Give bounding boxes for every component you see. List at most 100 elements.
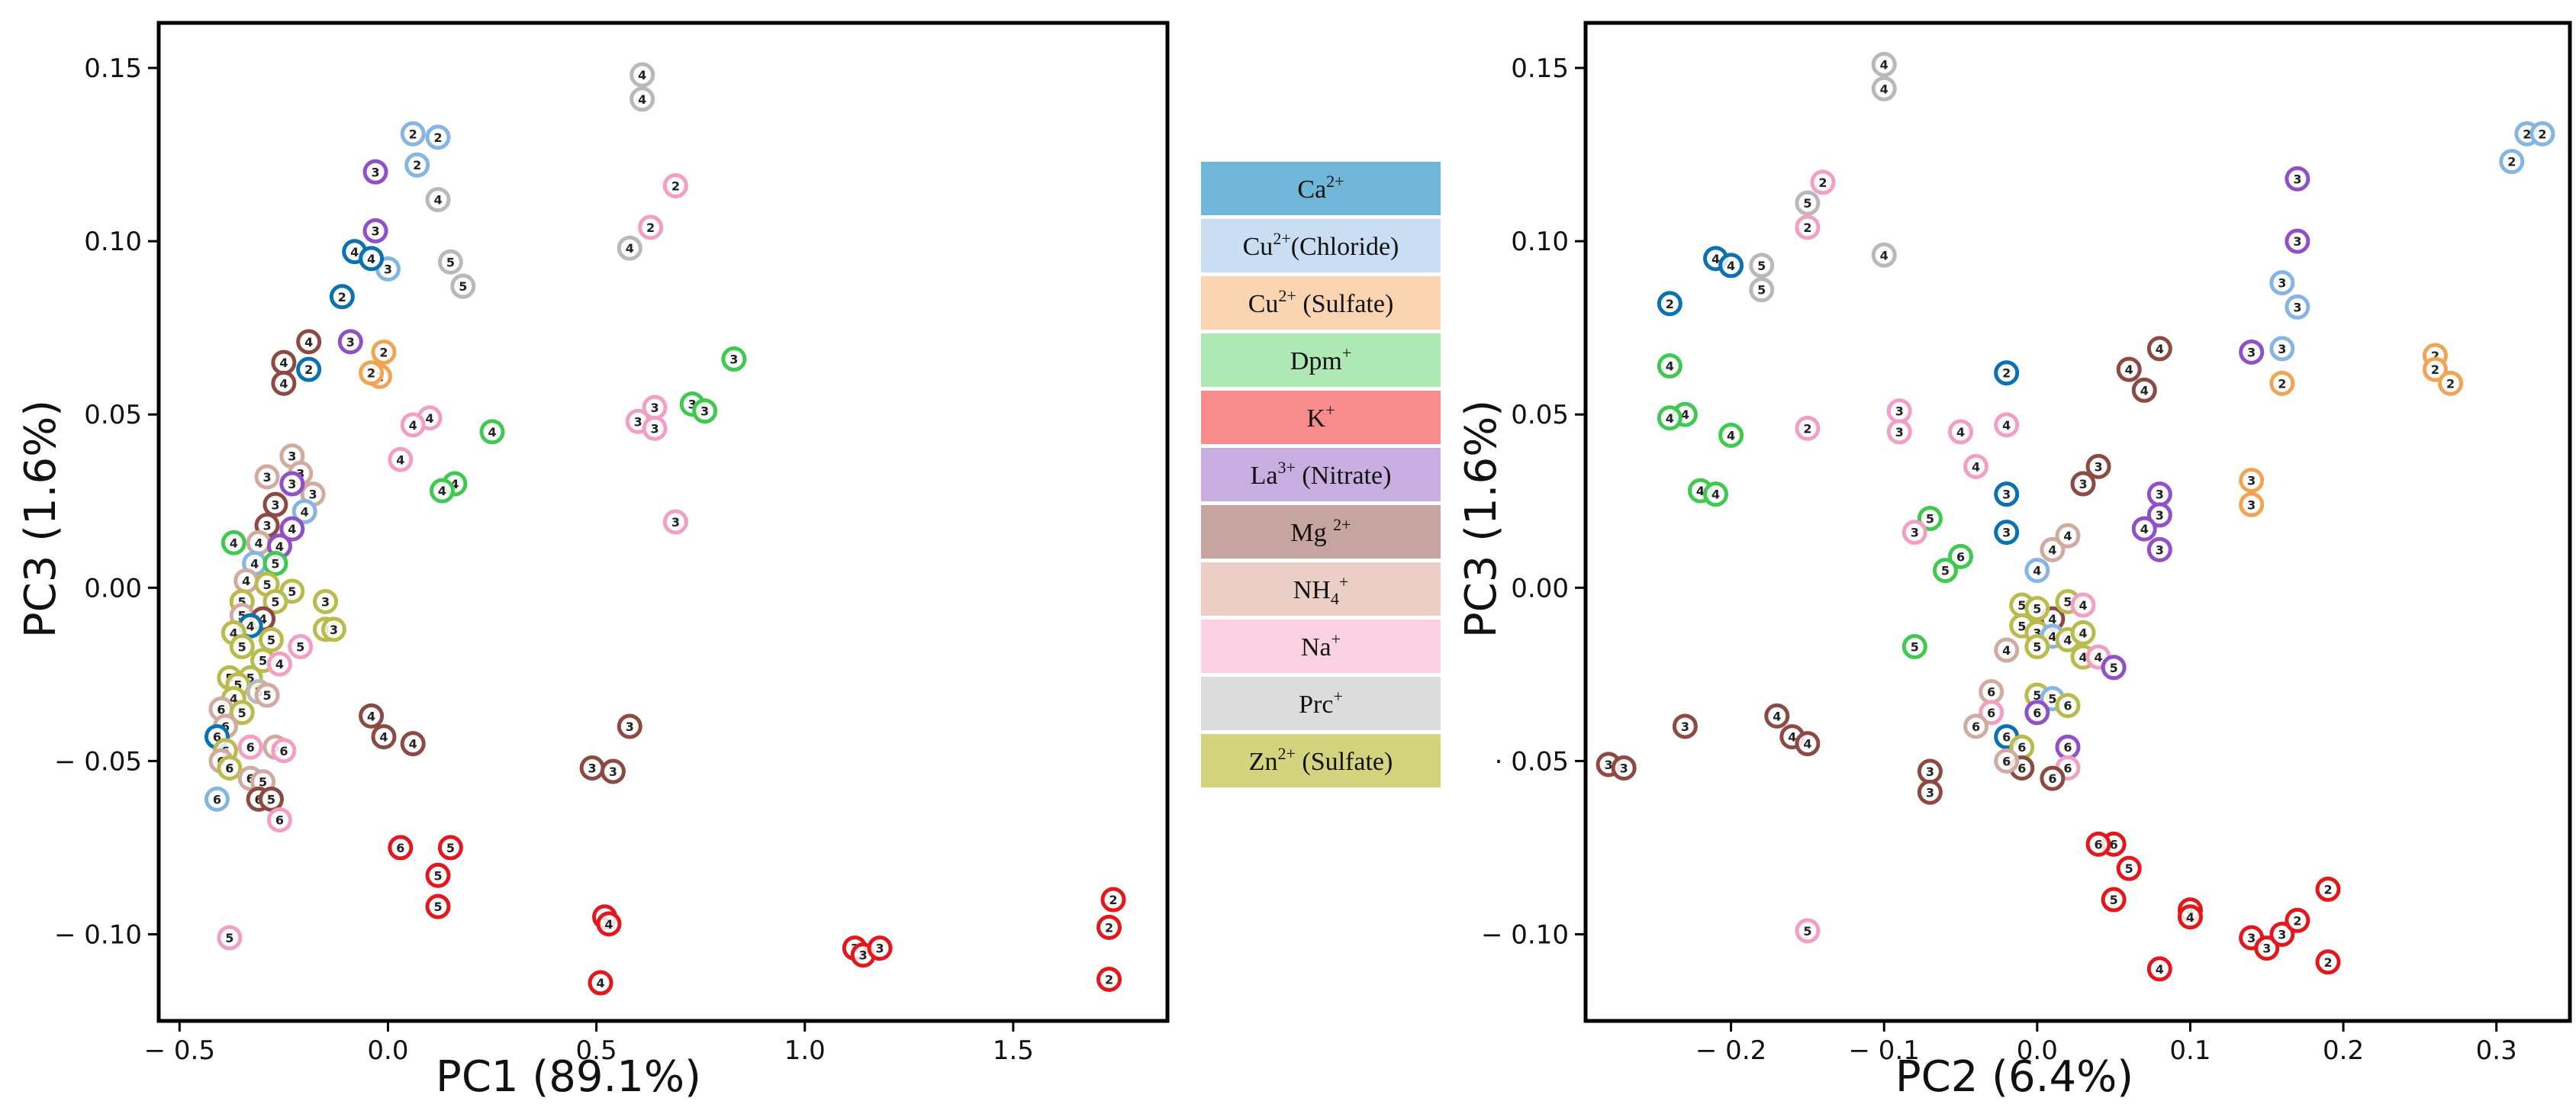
data-point-label: 4 — [409, 418, 417, 433]
data-point: 2 — [1795, 415, 1821, 441]
data-point-label: 2 — [2002, 366, 2011, 381]
data-point-label: 4 — [1711, 488, 1720, 502]
data-point-marker — [400, 731, 426, 757]
data-point: 3 — [642, 415, 668, 441]
data-point-label: 4 — [426, 411, 434, 426]
data-point: 3 — [1901, 520, 1927, 546]
data-point: 3 — [617, 713, 642, 739]
data-point-label: 6 — [2017, 740, 2026, 755]
data-point-label: 4 — [409, 737, 417, 752]
data-point: 3 — [579, 755, 605, 781]
data-point: 4 — [2146, 336, 2172, 362]
data-point-label: 4 — [2079, 650, 2087, 665]
data-point: 2 — [2315, 876, 2341, 902]
data-point: 2 — [2499, 149, 2525, 175]
data-point: 2 — [296, 356, 322, 382]
data-point-marker — [359, 246, 385, 272]
data-point-marker — [2146, 336, 2172, 362]
data-point-label: 5 — [238, 594, 246, 609]
data-point-label: 5 — [296, 640, 304, 655]
axis-ticks: − 0.2 − 0.1 0.0 0.1 0.2 0.3 − 0.10 · 0.05 0.00 0.… — [1481, 53, 2517, 1066]
y-axis-label: PC3 (1.6%) — [1457, 400, 1506, 638]
legend-swatch — [1201, 162, 1441, 215]
data-point-marker — [2131, 516, 2157, 542]
data-point: 5 — [258, 626, 284, 652]
y-tick-label: · 0.05 — [1495, 746, 1569, 777]
data-point-marker — [262, 588, 288, 614]
data-point-label: 5 — [433, 900, 442, 914]
data-point-label: 2 — [1109, 893, 1117, 907]
legend-label: Dpm+ — [1290, 343, 1351, 375]
data-point: 3 — [2085, 453, 2111, 479]
data-point-marker — [2177, 904, 2203, 930]
x-tick-label: 0.0 — [2017, 1035, 2058, 1066]
data-point-marker — [388, 835, 414, 861]
data-point: 3 — [313, 588, 339, 614]
data-point: 4 — [2040, 536, 2066, 562]
data-point-label: 4 — [350, 245, 359, 259]
data-point-marker — [1749, 277, 1775, 303]
data-point-label: 3 — [1926, 785, 1934, 800]
data-point-marker — [642, 415, 668, 441]
data-point: 3 — [320, 617, 346, 642]
y-tick-label: 0.00 — [84, 573, 142, 604]
data-point-marker — [429, 478, 455, 504]
data-point-label: 2 — [1666, 297, 1674, 311]
data-point-marker — [662, 509, 688, 535]
data-point-marker — [388, 446, 414, 472]
data-point: 4 — [2131, 377, 2157, 403]
data-point-label: 4 — [367, 252, 375, 266]
data-point-marker — [359, 703, 385, 729]
data-point-marker — [404, 152, 430, 178]
data-point: 2 — [2315, 949, 2341, 975]
legend-item: Ca2+ — [1201, 162, 1441, 215]
data-point-label: 5 — [1757, 283, 1766, 298]
legend-label: Ca2+ — [1297, 172, 1344, 204]
data-point-marker — [2269, 270, 2295, 296]
data-point-label: 6 — [2063, 740, 2072, 755]
data-point-label: 3 — [1911, 526, 1919, 540]
data-point-label: 4 — [1711, 252, 1720, 266]
data-point-label: 3 — [262, 519, 271, 533]
data-point: 4 — [1703, 481, 1729, 507]
data-point-label: 6 — [213, 730, 221, 745]
data-point: 5 — [2024, 596, 2050, 622]
data-point-marker — [400, 121, 426, 146]
data-point: 5 — [262, 588, 288, 614]
data-point-marker — [204, 786, 230, 812]
legend-label: NH4+ — [1293, 572, 1349, 608]
data-point: 5 — [425, 862, 451, 888]
data-point-label: 2 — [2323, 955, 2332, 970]
data-point-marker — [2239, 491, 2265, 517]
data-point: 6 — [1963, 713, 1989, 739]
data-point-marker — [425, 862, 451, 888]
y-tick-label: 0.15 — [84, 53, 142, 84]
data-point: 2 — [1994, 360, 2020, 386]
data-point-marker — [1994, 360, 2020, 386]
data-point-marker — [1994, 637, 2020, 663]
data-point: 4 — [400, 412, 426, 438]
data-point-label: 3 — [1605, 758, 1613, 772]
data-point: 3 — [2269, 921, 2295, 947]
data-point-marker — [692, 398, 718, 424]
data-point-label: 6 — [1972, 720, 1980, 734]
data-point-label: 5 — [2110, 893, 2118, 907]
data-point-label: 5 — [1926, 511, 1934, 526]
data-point-label: 4 — [242, 574, 250, 588]
data-point-label: 4 — [2048, 629, 2056, 644]
data-point: 3 — [1672, 713, 1698, 739]
data-point-label: 2 — [1803, 421, 1811, 436]
y-tick-label: 0.05 — [1511, 400, 1569, 430]
data-point: 3 — [2269, 336, 2295, 362]
data-point-label: 3 — [626, 720, 634, 734]
data-point-label: 4 — [275, 539, 284, 554]
data-point-label: 4 — [2079, 626, 2087, 640]
data-point-label: 5 — [2017, 598, 2026, 613]
data-point-label: 5 — [259, 775, 267, 790]
data-point-marker — [254, 464, 280, 490]
data-point-label: 3 — [2002, 526, 2011, 540]
data-point: 2 — [2438, 370, 2464, 396]
data-point: 3 — [2146, 502, 2172, 528]
data-point-label: 3 — [371, 224, 379, 239]
